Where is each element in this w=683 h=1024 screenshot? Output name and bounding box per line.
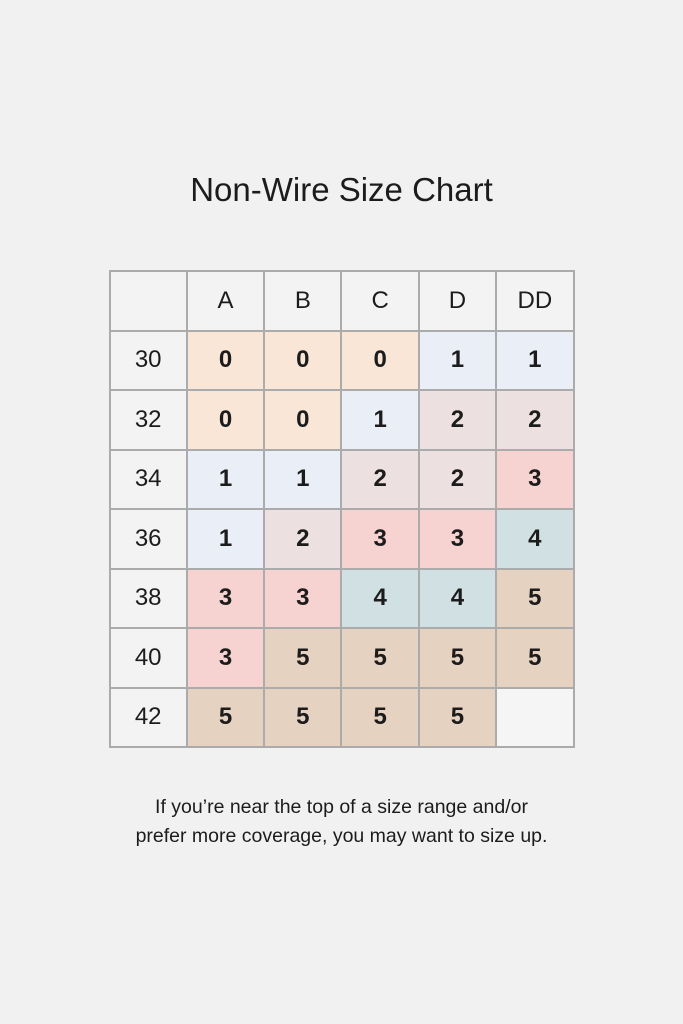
size-cell: 5 (417, 627, 498, 689)
size-cell: 4 (417, 567, 498, 629)
row-header-band-30: 30 (108, 329, 188, 391)
size-cell: 0 (185, 329, 266, 391)
size-cell: 2 (417, 389, 498, 451)
table-row-band-34: 34 1 1 2 2 3 (108, 448, 575, 510)
size-cell: 1 (185, 508, 266, 570)
size-cell: 2 (495, 389, 575, 451)
size-cell: 5 (495, 627, 575, 689)
row-header-band-38: 38 (108, 567, 188, 629)
size-cell: 5 (263, 627, 343, 689)
row-header-band-34: 34 (108, 448, 188, 510)
size-cell: 0 (340, 329, 420, 391)
column-header-cup-A: A (185, 270, 266, 332)
table-row-band-32: 32 0 0 1 2 2 (108, 389, 575, 451)
size-cell: 2 (263, 508, 343, 570)
table-row-band-42: 42 5 5 5 5 (108, 686, 575, 748)
row-header-band-36: 36 (108, 508, 188, 570)
corner-cell (108, 270, 188, 332)
row-header-band-40: 40 (108, 627, 188, 689)
size-cell: 5 (263, 686, 343, 748)
row-header-band-32: 32 (108, 389, 188, 451)
size-cell: 5 (185, 686, 266, 748)
size-cell: 5 (340, 627, 420, 689)
column-header-cup-DD: DD (495, 270, 575, 332)
row-header-band-42: 42 (108, 686, 188, 748)
footnote-line-1: If you’re near the top of a size range a… (155, 796, 528, 818)
size-cell: 3 (185, 627, 266, 689)
table-body: 30 0 0 0 1 1 32 0 0 1 2 2 34 1 1 2 2 3 36 1 2 3 3 4 38 3 3 4 4 5 40 3 5 5… (108, 329, 575, 748)
size-cell: 1 (263, 448, 343, 510)
size-cell: 1 (417, 329, 498, 391)
size-cell: 0 (263, 329, 343, 391)
table-row-band-36: 36 1 2 3 3 4 (108, 508, 575, 570)
column-header-cup-B: B (263, 270, 343, 332)
header-row: A B C D DD (108, 270, 575, 332)
size-cell: 4 (495, 508, 575, 570)
size-cell: 5 (340, 686, 420, 748)
footnote-line-2: prefer more coverage, you may want to si… (135, 825, 548, 847)
column-header-cup-D: D (417, 270, 498, 332)
size-cell: 3 (185, 567, 266, 629)
table-row-band-40: 40 3 5 5 5 5 (108, 627, 575, 689)
size-cell-empty (495, 686, 575, 748)
table-row-band-30: 30 0 0 0 1 1 (108, 329, 575, 391)
size-cell: 1 (495, 329, 575, 391)
size-cell: 2 (340, 448, 420, 510)
size-cell: 3 (495, 448, 575, 510)
size-cell: 1 (340, 389, 420, 451)
size-chart-table: A B C D DD 30 0 0 0 1 1 32 0 0 1 2 2 34 1 1 2 2 3 36 1 2 3 3 4 38 3 3 4… (108, 270, 575, 748)
size-cell: 0 (263, 389, 343, 451)
page-title: Non-Wire Size Chart (190, 171, 493, 208)
size-cell: 1 (185, 448, 266, 510)
size-chart-page: Non-Wire Size Chart A B C D DD 30 0 0 0 1 1 32 0 0 1 2… (0, 171, 683, 851)
column-header-cup-C: C (340, 270, 420, 332)
size-cell: 4 (340, 567, 420, 629)
size-cell: 5 (417, 686, 498, 748)
footnote: If you’re near the top of a size range a… (0, 793, 683, 851)
size-cell: 3 (340, 508, 420, 570)
size-cell: 0 (185, 389, 266, 451)
table-row-band-38: 38 3 3 4 4 5 (108, 567, 575, 629)
size-cell: 3 (417, 508, 498, 570)
size-cell: 2 (417, 448, 498, 510)
table-header: A B C D DD (108, 270, 575, 332)
size-cell: 5 (495, 567, 575, 629)
size-cell: 3 (263, 567, 343, 629)
